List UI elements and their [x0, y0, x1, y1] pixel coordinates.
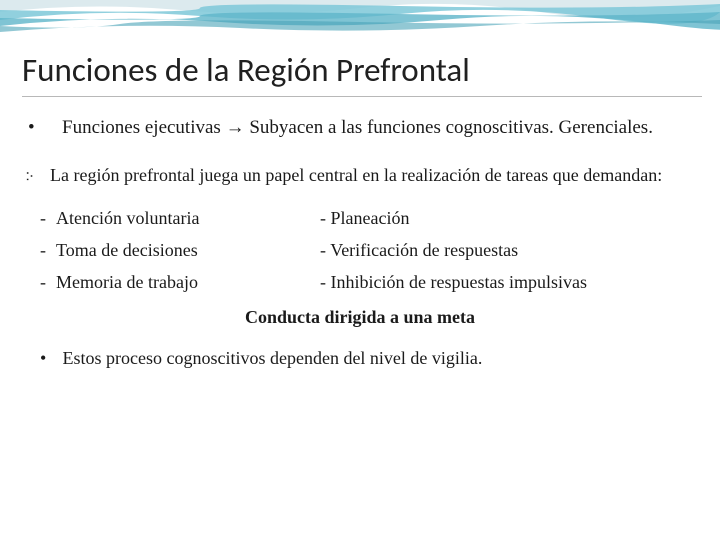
list-left-text: Memoria de trabajo: [56, 272, 198, 292]
function-list: -Atención voluntaria - Planeación -Toma …: [22, 205, 698, 297]
final-bullet: •: [40, 348, 58, 369]
list-right-text: Planeación: [331, 208, 410, 228]
intro-text-before: Funciones ejecutivas: [62, 117, 226, 138]
list-item: -Memoria de trabajo - Inhibición de resp…: [40, 269, 698, 297]
intro-text-after: Subyacen a las funciones cognoscitivas. …: [245, 117, 653, 138]
intro-paragraph: •Funciones ejecutivas → Subyacen a las f…: [22, 115, 698, 141]
list-right-text: Inhibición de respuestas impulsivas: [331, 272, 587, 292]
dash-icon: -: [40, 237, 56, 265]
final-text: Estos proceso cognoscitivos dependen del…: [63, 348, 483, 368]
wave-decoration: [0, 0, 720, 42]
swirl-paragraph: ჻ La región prefrontal juega un papel ce…: [22, 163, 698, 187]
list-item: -Atención voluntaria - Planeación: [40, 205, 698, 233]
list-right-text: Verificación de respuestas: [330, 240, 518, 260]
centered-conclusion: Conducta dirigida a una meta: [22, 307, 698, 328]
arrow-icon: →: [226, 117, 245, 138]
page-title: Funciones de la Región Prefrontal: [22, 50, 698, 90]
list-left-text: Atención voluntaria: [56, 208, 199, 228]
final-paragraph: • Estos proceso cognoscitivos dependen d…: [22, 348, 698, 369]
dash-icon: -: [40, 205, 56, 233]
intro-bullet: •: [28, 115, 62, 141]
dash-icon: -: [320, 208, 326, 228]
list-left-text: Toma de decisiones: [56, 240, 198, 260]
dash-icon: -: [320, 272, 326, 292]
swirl-text: La región prefrontal juega un papel cent…: [50, 165, 662, 185]
title-underline: [22, 96, 702, 97]
slide-content: Funciones de la Región Prefrontal •Funci…: [22, 50, 698, 369]
dash-icon: -: [320, 240, 326, 260]
list-item: -Toma de decisiones - Verificación de re…: [40, 237, 698, 265]
swirl-bullet-icon: ჻: [26, 165, 33, 187]
dash-icon: -: [40, 269, 56, 297]
